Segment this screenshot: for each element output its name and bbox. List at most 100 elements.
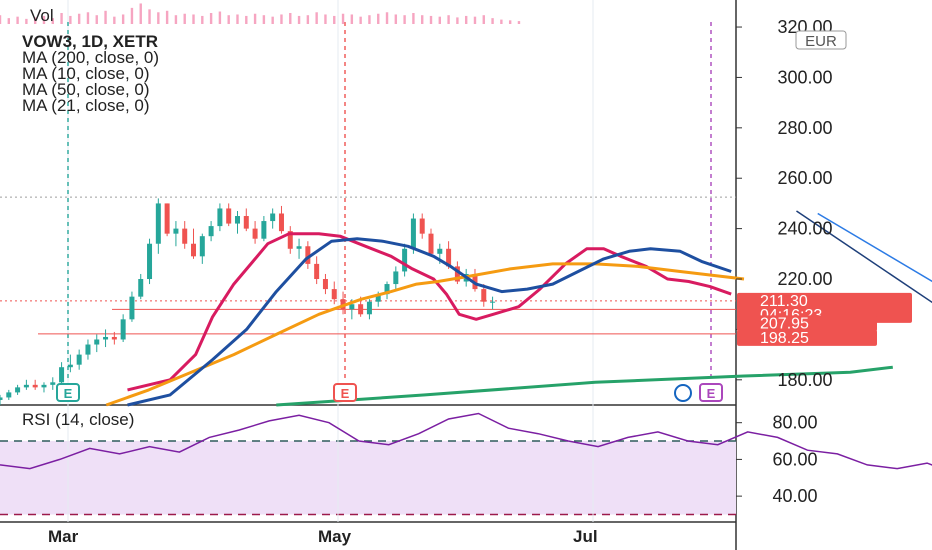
- candle-body: [15, 387, 21, 393]
- candle-body: [287, 231, 293, 249]
- candle-body: [428, 233, 434, 254]
- candle-body: [111, 336, 117, 340]
- price-tag-bg: [737, 329, 877, 346]
- volume-bar: [429, 15, 433, 24]
- candle-body: [278, 213, 284, 232]
- earnings-marker-label: E: [341, 386, 350, 401]
- candle-body: [0, 397, 3, 400]
- volume-bar: [297, 15, 301, 24]
- volume-bar: [253, 13, 257, 24]
- volume-bar: [192, 14, 195, 24]
- volume-bar: [500, 19, 503, 24]
- price-tick-label: 180.00: [777, 370, 832, 390]
- rsi-tick-label: 80.00: [772, 413, 817, 433]
- candle-body: [375, 294, 381, 302]
- candle-body: [419, 218, 425, 234]
- candle-body: [32, 384, 38, 388]
- volume-bar: [130, 7, 134, 24]
- volume-bar: [464, 15, 468, 24]
- candle-body: [129, 296, 135, 320]
- volume-bar: [0, 15, 2, 24]
- volume-bar: [69, 15, 72, 24]
- candle-body: [331, 289, 337, 300]
- volume-bar: [456, 17, 459, 24]
- candle-body: [296, 246, 302, 249]
- candle-body: [454, 266, 460, 282]
- candle-body: [59, 367, 65, 383]
- candle-body: [305, 246, 311, 264]
- earnings-marker: [699, 383, 723, 402]
- volume-bar: [227, 15, 230, 24]
- volume-bar: [306, 15, 310, 24]
- volume-bar: [350, 14, 354, 24]
- currency-box: [795, 30, 847, 50]
- candle-body: [410, 218, 416, 249]
- trend-line-drawing: [817, 212, 932, 283]
- candle-body: [138, 279, 144, 297]
- indicator-ma10[interactable]: MA (10, close, 0): [22, 64, 150, 83]
- candle-body: [76, 354, 82, 365]
- rsi-line: [0, 412, 932, 470]
- indicator-ma200[interactable]: MA (200, close, 0): [22, 48, 160, 67]
- candle-body: [481, 289, 487, 302]
- price-tag-label: 198.25: [760, 330, 809, 347]
- volume-bar: [491, 18, 494, 24]
- candle-body: [437, 248, 443, 254]
- price-tick-label: 220.00: [777, 269, 832, 289]
- moving-average-line: [276, 365, 893, 407]
- volume-bar: [359, 16, 362, 24]
- volume-bar: [16, 16, 19, 24]
- candle-body: [358, 304, 364, 315]
- candle-body: [6, 392, 12, 398]
- volume-bar: [271, 16, 274, 24]
- volume-bar: [25, 18, 28, 24]
- dividend-marker: [674, 384, 692, 402]
- volume-bar: [236, 14, 239, 24]
- volume-bar: [42, 15, 46, 24]
- chart-title[interactable]: VOW3, 1D, XETR: [22, 32, 159, 51]
- rsi-tick-label: 40.00: [772, 486, 817, 506]
- volume-bar: [218, 11, 222, 24]
- volume-bar: [148, 9, 151, 24]
- candle-body: [182, 228, 188, 244]
- indicator-ma21[interactable]: MA (21, close, 0): [22, 96, 150, 115]
- earnings-marker: [333, 383, 357, 402]
- volume-bar: [421, 15, 424, 24]
- candle-body: [147, 243, 153, 280]
- volume-bar: [7, 18, 10, 24]
- earnings-marker-label: E: [64, 386, 73, 401]
- moving-average-line: [127, 232, 732, 392]
- volume-bar: [447, 15, 450, 24]
- volume-bar: [385, 12, 389, 24]
- candle-body: [85, 344, 91, 355]
- volume-bar: [51, 18, 54, 24]
- rsi-label[interactable]: RSI (14, close): [22, 410, 135, 429]
- candle-body: [384, 284, 390, 295]
- candle-body: [234, 216, 240, 224]
- volume-bar: [174, 15, 178, 24]
- volume-bar: [165, 10, 169, 24]
- candle-body: [366, 301, 372, 315]
- candle-body: [314, 263, 320, 280]
- volume-bar: [324, 14, 327, 24]
- candle-body: [243, 216, 249, 229]
- candle-body: [155, 203, 161, 244]
- indicator-ma50[interactable]: MA (50, close, 0): [22, 80, 150, 99]
- candle-body: [208, 226, 214, 237]
- volume-bar: [157, 12, 160, 24]
- candle-body: [199, 236, 205, 257]
- volume-bar: [104, 10, 107, 24]
- moving-average-line: [127, 237, 732, 407]
- moving-average-line: [105, 262, 745, 407]
- volume-bar: [95, 15, 98, 24]
- price-tag-label: 211.30: [760, 293, 808, 310]
- trend-line-drawing: [796, 210, 932, 304]
- candle-body: [349, 304, 355, 310]
- volume-bar: [209, 13, 213, 24]
- candle-body: [191, 243, 197, 257]
- candle-body: [252, 228, 258, 239]
- earnings-marker-label: E: [707, 386, 716, 401]
- candle-body: [270, 213, 276, 222]
- volume-bar: [77, 13, 81, 24]
